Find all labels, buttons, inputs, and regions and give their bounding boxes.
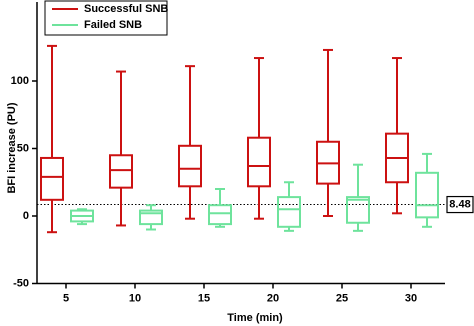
x-axis-label: Time (min) xyxy=(227,312,283,324)
legend-label: Successful SNB xyxy=(84,3,168,15)
y-axis-label: BFI increase (PU) xyxy=(6,102,18,193)
y-tick-label: 100 xyxy=(11,75,29,87)
box xyxy=(139,209,163,226)
box xyxy=(415,171,439,219)
x-tick-label: 5 xyxy=(63,292,69,304)
legend-label: Failed SNB xyxy=(84,19,142,31)
box xyxy=(346,196,370,224)
y-tick-label: 50 xyxy=(17,142,29,154)
reference-label: 8.48 xyxy=(449,198,470,210)
box xyxy=(109,154,133,189)
legend-box xyxy=(44,0,168,36)
reference-label-box xyxy=(446,195,474,214)
box xyxy=(178,144,202,188)
x-tick-label: 15 xyxy=(198,292,210,304)
box xyxy=(208,204,232,226)
box xyxy=(247,136,271,188)
y-tick-label: -50 xyxy=(13,277,29,289)
x-tick-label: 10 xyxy=(129,292,141,304)
box xyxy=(277,196,301,228)
box xyxy=(40,156,64,201)
y-tick-label: 0 xyxy=(23,210,29,222)
x-tick-label: 25 xyxy=(336,292,348,304)
x-tick-label: 20 xyxy=(267,292,279,304)
x-tick-label: 30 xyxy=(405,292,417,304)
